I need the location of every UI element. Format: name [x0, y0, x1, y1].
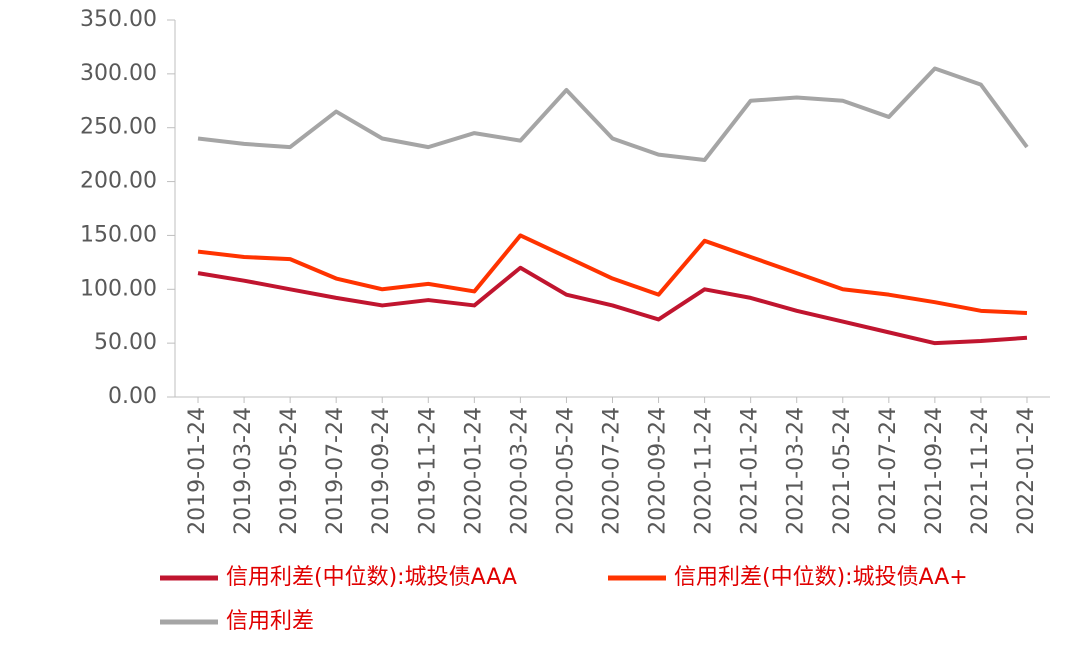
y-tick-label: 300.00 — [80, 61, 157, 86]
x-tick-label: 2021-01-24 — [738, 407, 763, 535]
y-tick-label: 350.00 — [80, 7, 157, 32]
x-tick-label: 2019-01-24 — [185, 407, 210, 535]
x-tick-label: 2020-01-24 — [461, 407, 486, 535]
x-tick-label: 2019-11-24 — [415, 407, 440, 535]
x-tick-label: 2019-05-24 — [277, 407, 302, 535]
x-tick-label: 2020-09-24 — [646, 407, 671, 535]
x-tick-label: 2019-07-24 — [323, 407, 348, 535]
x-tick-label: 2020-11-24 — [692, 407, 717, 535]
x-tick-label: 2020-05-24 — [553, 407, 578, 535]
x-tick-label: 2022-01-24 — [1014, 407, 1039, 535]
y-tick-label: 50.00 — [94, 330, 157, 355]
x-tick-label: 2021-11-24 — [968, 407, 993, 535]
x-tick-label: 2021-09-24 — [922, 407, 947, 535]
x-tick-label: 2019-03-24 — [231, 407, 256, 535]
legend-label: 信用利差 — [226, 609, 314, 634]
x-tick-label: 2019-09-24 — [369, 407, 394, 535]
y-tick-label: 0.00 — [108, 384, 157, 409]
legend-label: 信用利差(中位数):城投债AAA — [226, 565, 517, 590]
y-tick-label: 150.00 — [80, 222, 157, 247]
x-tick-label: 2020-07-24 — [600, 407, 625, 535]
y-tick-label: 250.00 — [80, 115, 157, 140]
x-tick-label: 2021-05-24 — [830, 407, 855, 535]
legend-label: 信用利差(中位数):城投债AA+ — [674, 565, 968, 590]
series-line — [197, 233, 1028, 315]
x-tick-label: 2020-03-24 — [507, 407, 532, 535]
series-line — [197, 265, 1028, 346]
x-tick-label: 2021-07-24 — [876, 407, 901, 535]
y-tick-label: 200.00 — [80, 169, 157, 194]
x-tick-label: 2021-03-24 — [784, 407, 809, 535]
y-tick-label: 100.00 — [80, 276, 157, 301]
series-line — [197, 66, 1029, 163]
